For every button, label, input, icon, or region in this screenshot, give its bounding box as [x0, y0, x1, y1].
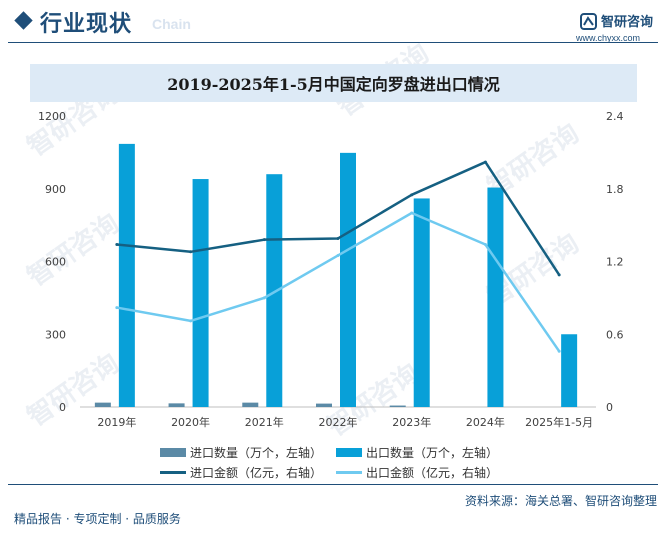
bar-import-qty: [316, 403, 332, 407]
point-import-value: [189, 250, 193, 254]
point-export-value: [189, 319, 193, 323]
bar-import-qty: [242, 402, 259, 407]
point-import-value: [557, 273, 561, 277]
left-axis-tick-label: 300: [45, 328, 66, 341]
legend-item-export-value: 出口金额（亿元，右轴）: [336, 464, 498, 481]
right-axis-tick-label: 1.8: [606, 183, 624, 196]
legend-line-export-value: [336, 471, 362, 474]
point-export-value: [262, 296, 266, 300]
bar-export-qty: [118, 143, 135, 407]
point-import-value: [410, 193, 414, 197]
point-import-value: [262, 238, 266, 242]
chart-legend: 进口数量（万个，左轴） 出口数量（万个，左轴） 进口金额（亿元，右轴） 出口金额…: [0, 440, 667, 480]
left-axis-tick-label: 1200: [38, 110, 66, 123]
brand-url: www.chyxx.com: [576, 33, 641, 43]
x-axis-tick-label: 2025年1-5月: [525, 415, 593, 429]
bar-import-qty: [168, 403, 185, 407]
section-header: 行业现状 Chain 智研咨询 www.chyxx.com: [0, 0, 667, 46]
point-export-value: [410, 211, 414, 215]
brand-logo-icon: [580, 13, 597, 30]
point-import-value: [336, 236, 340, 240]
point-export-value: [483, 243, 487, 247]
x-axis-tick-label: 2020年: [171, 415, 210, 429]
x-axis-tick-label: 2022年: [319, 415, 358, 429]
bar-export-qty: [340, 152, 356, 407]
legend-label-export-qty: 出口数量（万个，左轴）: [366, 446, 499, 460]
point-export-value: [336, 253, 340, 257]
footer-divider: [8, 484, 658, 485]
chart-title-band: 2019-2025年1-5月中国定向罗盘进出口情况: [30, 64, 637, 102]
legend-item-import-qty: 进口数量（万个，左轴）: [160, 444, 322, 461]
source-note: 资料来源：海关总署、智研咨询整理: [464, 494, 657, 508]
legend-line-import-value: [160, 471, 186, 474]
brand-name: 智研咨询: [601, 15, 654, 30]
legend-label-export-value: 出口金额（亿元，右轴）: [366, 466, 499, 480]
left-axis-tick-label: 0: [59, 401, 66, 414]
legend-swatch-export-qty: [336, 448, 362, 457]
x-axis-tick-label: 2021年: [245, 415, 284, 429]
legend-item-export-qty: 出口数量（万个，左轴）: [336, 444, 498, 461]
point-export-value: [115, 306, 119, 310]
legend-label-import-qty: 进口数量（万个，左轴）: [190, 446, 323, 460]
footer-tagline: 精品报告 · 专项定制 · 品质服务: [14, 512, 181, 526]
right-axis-tick-label: 0.6: [606, 328, 624, 341]
x-axis-tick-label: 2023年: [392, 415, 431, 429]
bar-import-qty: [94, 402, 111, 407]
bar-export-qty: [192, 179, 209, 407]
x-axis-tick-label: 2024年: [466, 415, 505, 429]
legend-swatch-import-qty: [160, 448, 186, 457]
bar-export-qty: [487, 187, 504, 407]
chart-plot: 0 300 600 900 1200 0 0.6 1.2 1.8 2.4 2019年 2020年 202…: [38, 110, 624, 429]
header-divider: [8, 42, 658, 43]
bar-import-qty: [389, 405, 406, 407]
right-axis-tick-label: 0: [606, 401, 613, 414]
x-axis-tick-label: 2019年: [97, 415, 136, 429]
legend-item-import-value: 进口金额（亿元，右轴）: [160, 464, 322, 481]
legend-label-import-value: 进口金额（亿元，右轴）: [190, 466, 323, 480]
point-import-value: [115, 243, 119, 247]
chart-title: 2019-2025年1-5月中国定向罗盘进出口情况: [167, 75, 500, 94]
right-axis-tick-label: 2.4: [606, 110, 624, 123]
bar-export-qty: [413, 198, 430, 407]
left-axis-tick-label: 900: [45, 183, 66, 196]
section-title: 行业现状: [40, 12, 133, 37]
bar-export-qty: [266, 174, 283, 407]
right-axis-tick-label: 1.2: [606, 256, 624, 269]
left-axis-tick-label: 600: [45, 256, 66, 269]
point-import-value: [483, 160, 487, 164]
point-export-value: [557, 349, 561, 353]
section-watermark: Chain: [152, 16, 191, 32]
bar-export-qty: [561, 334, 578, 407]
